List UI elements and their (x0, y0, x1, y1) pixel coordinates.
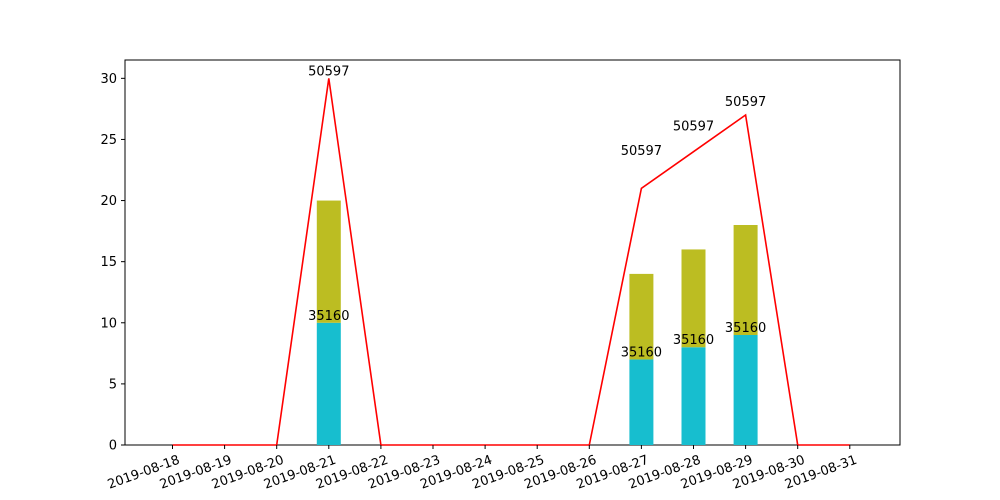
line-series-0 (172, 78, 850, 446)
bar-2019-08-29-segment-1 (733, 225, 758, 335)
line-value-label-2019-08-29: 50597 (725, 95, 766, 110)
bar-2019-08-21-segment-1 (316, 200, 341, 323)
y-tick-label-25: 25 (100, 133, 117, 148)
bar-value-label-2019-08-27: 35160 (621, 345, 662, 360)
line-value-label-2019-08-28: 50597 (673, 119, 714, 134)
bar-2019-08-27-segment-1 (629, 273, 654, 360)
bar-2019-08-28-segment-1 (681, 249, 706, 348)
bar-2019-08-27-segment-0 (629, 359, 654, 445)
data-labels: 35160 35160 35160 35160 50597 50597 50597 50597 (308, 64, 766, 360)
y-tick-label-20: 20 (100, 194, 117, 209)
x-axis: 2019-08-182019-08-192019-08-202019-08-21… (106, 445, 859, 493)
bar-2019-08-21-segment-0 (316, 322, 341, 445)
bar-2019-08-28-segment-0 (681, 347, 706, 445)
bar-value-label-2019-08-29: 35160 (725, 321, 766, 336)
bar-value-label-2019-08-21: 35160 (308, 309, 349, 324)
y-tick-label-15: 15 (100, 255, 117, 270)
bar-2019-08-29-segment-0 (733, 335, 758, 445)
line-value-label-2019-08-21: 50597 (308, 64, 349, 79)
line-layer (172, 78, 850, 446)
bar-value-label-2019-08-28: 35160 (673, 333, 714, 348)
plot-area-frame (124, 59, 901, 446)
line-value-label-2019-08-27: 50597 (621, 144, 662, 159)
y-tick-label-5: 5 (109, 377, 117, 392)
bars-layer (316, 200, 758, 445)
y-tick-label-0: 0 (109, 439, 117, 454)
y-tick-label-30: 30 (100, 72, 117, 87)
y-tick-label-10: 10 (100, 316, 117, 331)
y-axis: 0 5 10 15 20 25 30 (100, 72, 125, 454)
